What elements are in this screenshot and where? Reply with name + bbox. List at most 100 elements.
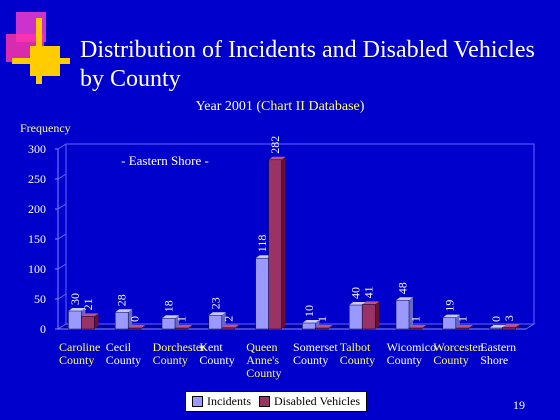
y-tick-label: 150 xyxy=(28,232,46,246)
data-label: 118 xyxy=(255,235,269,253)
category-label: County xyxy=(199,353,234,367)
bar-top xyxy=(302,320,320,323)
bar-top xyxy=(455,325,473,328)
gridline xyxy=(57,293,67,300)
category-label: Queen xyxy=(246,340,277,354)
data-label: 2 xyxy=(221,316,235,322)
bar-disabled xyxy=(315,327,329,330)
category-label: County xyxy=(153,353,188,367)
data-label: 10 xyxy=(302,305,316,317)
category-label: County xyxy=(246,366,281,380)
bar-side xyxy=(94,313,99,329)
bar-top xyxy=(315,325,333,328)
gridline xyxy=(57,143,67,150)
data-label: 0 xyxy=(489,316,503,322)
category-label: Somerset xyxy=(293,340,338,354)
data-label: 18 xyxy=(162,300,176,312)
category-label: Worcester xyxy=(433,340,481,354)
bar-disabled xyxy=(502,326,516,330)
bar-top xyxy=(442,314,460,318)
category-label: Wicomico xyxy=(387,340,437,354)
category-label: Kent xyxy=(199,340,223,354)
bar-incidents xyxy=(114,311,129,330)
bar-side xyxy=(234,324,239,329)
legend-label-disabled: Disabled Vehicles xyxy=(274,394,361,408)
bar-incidents xyxy=(161,317,176,330)
category-label: Cecil xyxy=(106,340,132,354)
bar-incidents xyxy=(68,310,82,330)
data-label: 0 xyxy=(128,316,142,322)
category-label: County xyxy=(387,353,422,367)
bar-incidents xyxy=(395,299,410,330)
bar-side xyxy=(128,309,133,329)
gridline xyxy=(57,263,67,270)
bar-disabled xyxy=(455,327,470,330)
category-label: Eastern xyxy=(480,340,516,354)
bar-side xyxy=(409,297,413,329)
bar-side xyxy=(455,314,460,329)
bar-disabled xyxy=(174,327,189,330)
bar-top xyxy=(81,313,99,317)
y-tick-label: 50 xyxy=(34,292,46,306)
y-tick-label: 100 xyxy=(28,262,46,276)
y-tick-label: 200 xyxy=(28,202,46,216)
data-label: 282 xyxy=(268,136,282,154)
bar-side xyxy=(375,301,380,329)
category-label: County xyxy=(433,353,468,367)
data-label: 41 xyxy=(362,286,376,298)
bar-top xyxy=(68,308,86,311)
category-label: Caroline xyxy=(59,340,100,354)
data-label: 1 xyxy=(315,316,329,322)
bar-side xyxy=(281,156,286,329)
bar-disabled xyxy=(81,316,95,330)
bar-top xyxy=(409,325,426,328)
bar-side xyxy=(328,325,333,329)
bar-top xyxy=(128,325,146,328)
y-tick-label: 300 xyxy=(28,142,46,156)
bar-side xyxy=(221,312,226,329)
bar-side xyxy=(188,325,192,329)
legend-label-incidents: Incidents xyxy=(207,394,251,408)
data-label: 19 xyxy=(442,300,456,312)
data-label: 1 xyxy=(409,316,423,322)
data-label: 30 xyxy=(68,293,82,305)
bar-top xyxy=(396,297,413,301)
category-label: County xyxy=(59,353,94,367)
page-number: 19 xyxy=(513,398,525,412)
decorative-squares-icon xyxy=(6,12,70,84)
category-label: Talbot xyxy=(340,340,371,354)
bar-incidents xyxy=(348,304,363,330)
bar-incidents xyxy=(208,314,223,330)
subtitle-suffix: ) xyxy=(359,99,365,114)
chart-back-wall xyxy=(65,143,535,325)
category-label: Shore xyxy=(480,353,508,367)
bar-side xyxy=(515,324,520,329)
y-axis-label: Frequency xyxy=(20,121,71,135)
bar-top xyxy=(268,156,286,160)
data-label: 3 xyxy=(502,315,516,321)
bar-disabled xyxy=(127,327,142,330)
data-label: 23 xyxy=(208,297,222,309)
gridline xyxy=(57,233,67,240)
bar-incidents xyxy=(255,257,269,330)
bar-top xyxy=(162,315,179,319)
subtitle-prefix: Year 2001 ( xyxy=(195,99,262,114)
data-label: 1 xyxy=(455,316,469,322)
data-label: 28 xyxy=(115,294,129,306)
data-label: 48 xyxy=(396,282,410,294)
gridline xyxy=(57,203,67,210)
category-label: County xyxy=(340,353,375,367)
bar-top xyxy=(362,301,380,305)
bar-disabled xyxy=(408,327,423,330)
y-tick-label: 250 xyxy=(28,172,46,186)
legend-swatch-disabled xyxy=(259,396,270,407)
bar-side xyxy=(468,325,473,329)
bar-top xyxy=(502,324,520,328)
data-label: 1 xyxy=(175,316,189,322)
chart-legend: Incidents Disabled Vehicles xyxy=(185,391,368,412)
subtitle-database: Chart II Database xyxy=(261,99,360,114)
bar-side xyxy=(422,325,426,329)
bar-top xyxy=(175,325,192,328)
category-label: Anne's xyxy=(246,353,279,367)
